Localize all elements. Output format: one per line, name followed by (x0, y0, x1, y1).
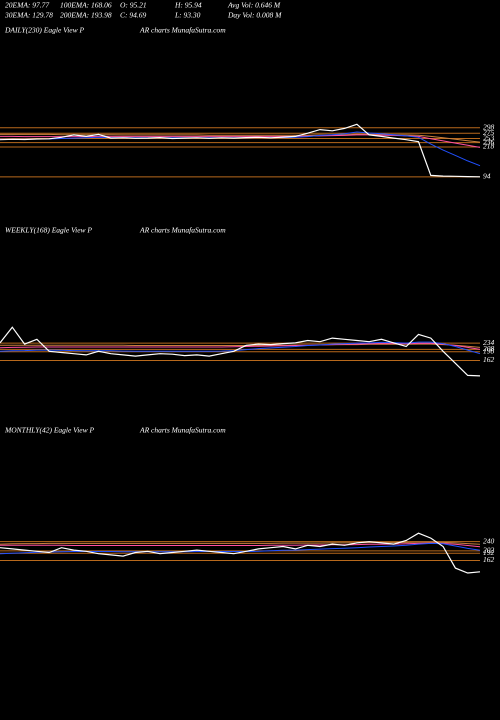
level-label: 198 (483, 346, 495, 355)
level-label: 234 (483, 338, 495, 347)
level-label: 94 (483, 172, 491, 181)
header-stat: H: 95.94 (174, 1, 202, 10)
price-line (0, 542, 481, 548)
level-label: 275 (483, 128, 495, 137)
watermark: AR charts MunafaSutra.com (139, 26, 226, 35)
price-line (0, 542, 481, 555)
level-label: 253 (483, 133, 495, 142)
header-stat: Day Vol: 0.008 M (227, 11, 282, 20)
header-stat: O: 95.21 (120, 1, 147, 10)
level-label: 202 (483, 546, 495, 555)
level-label: 218 (483, 142, 495, 151)
level-label: 162 (483, 355, 495, 364)
header-stat: 30EMA: 129.78 (4, 11, 53, 20)
header-stat: 200EMA: 193.98 (60, 11, 112, 20)
watermark: AR charts MunafaSutra.com (139, 226, 226, 235)
header-stat: C: 94.69 (120, 11, 147, 20)
level-label: 240 (483, 536, 495, 545)
price-line (0, 134, 481, 148)
header-stat: 20EMA: 97.77 (5, 1, 49, 10)
price-line (0, 532, 481, 574)
panel-label: DAILY(230) Eagle View P (4, 26, 84, 35)
price-line (0, 341, 481, 355)
level-label: 162 (483, 555, 495, 564)
price-line (0, 123, 481, 178)
header-stat: 100EMA: 168.06 (60, 1, 112, 10)
price-line (0, 342, 481, 350)
price-line (0, 326, 481, 377)
level-label: 236 (483, 137, 495, 146)
header-stat: L: 93.30 (174, 11, 201, 20)
level-label: 298 (483, 122, 495, 131)
panel-label: WEEKLY(168) Eagle View P (5, 226, 92, 235)
watermark: AR charts MunafaSutra.com (139, 426, 226, 435)
level-label: 192 (483, 548, 495, 557)
header-stat: Avg Vol: 0.646 M (227, 1, 281, 10)
panel-label: MONTHLY(42) Eagle View P (4, 426, 94, 435)
level-label: 208 (483, 344, 495, 353)
